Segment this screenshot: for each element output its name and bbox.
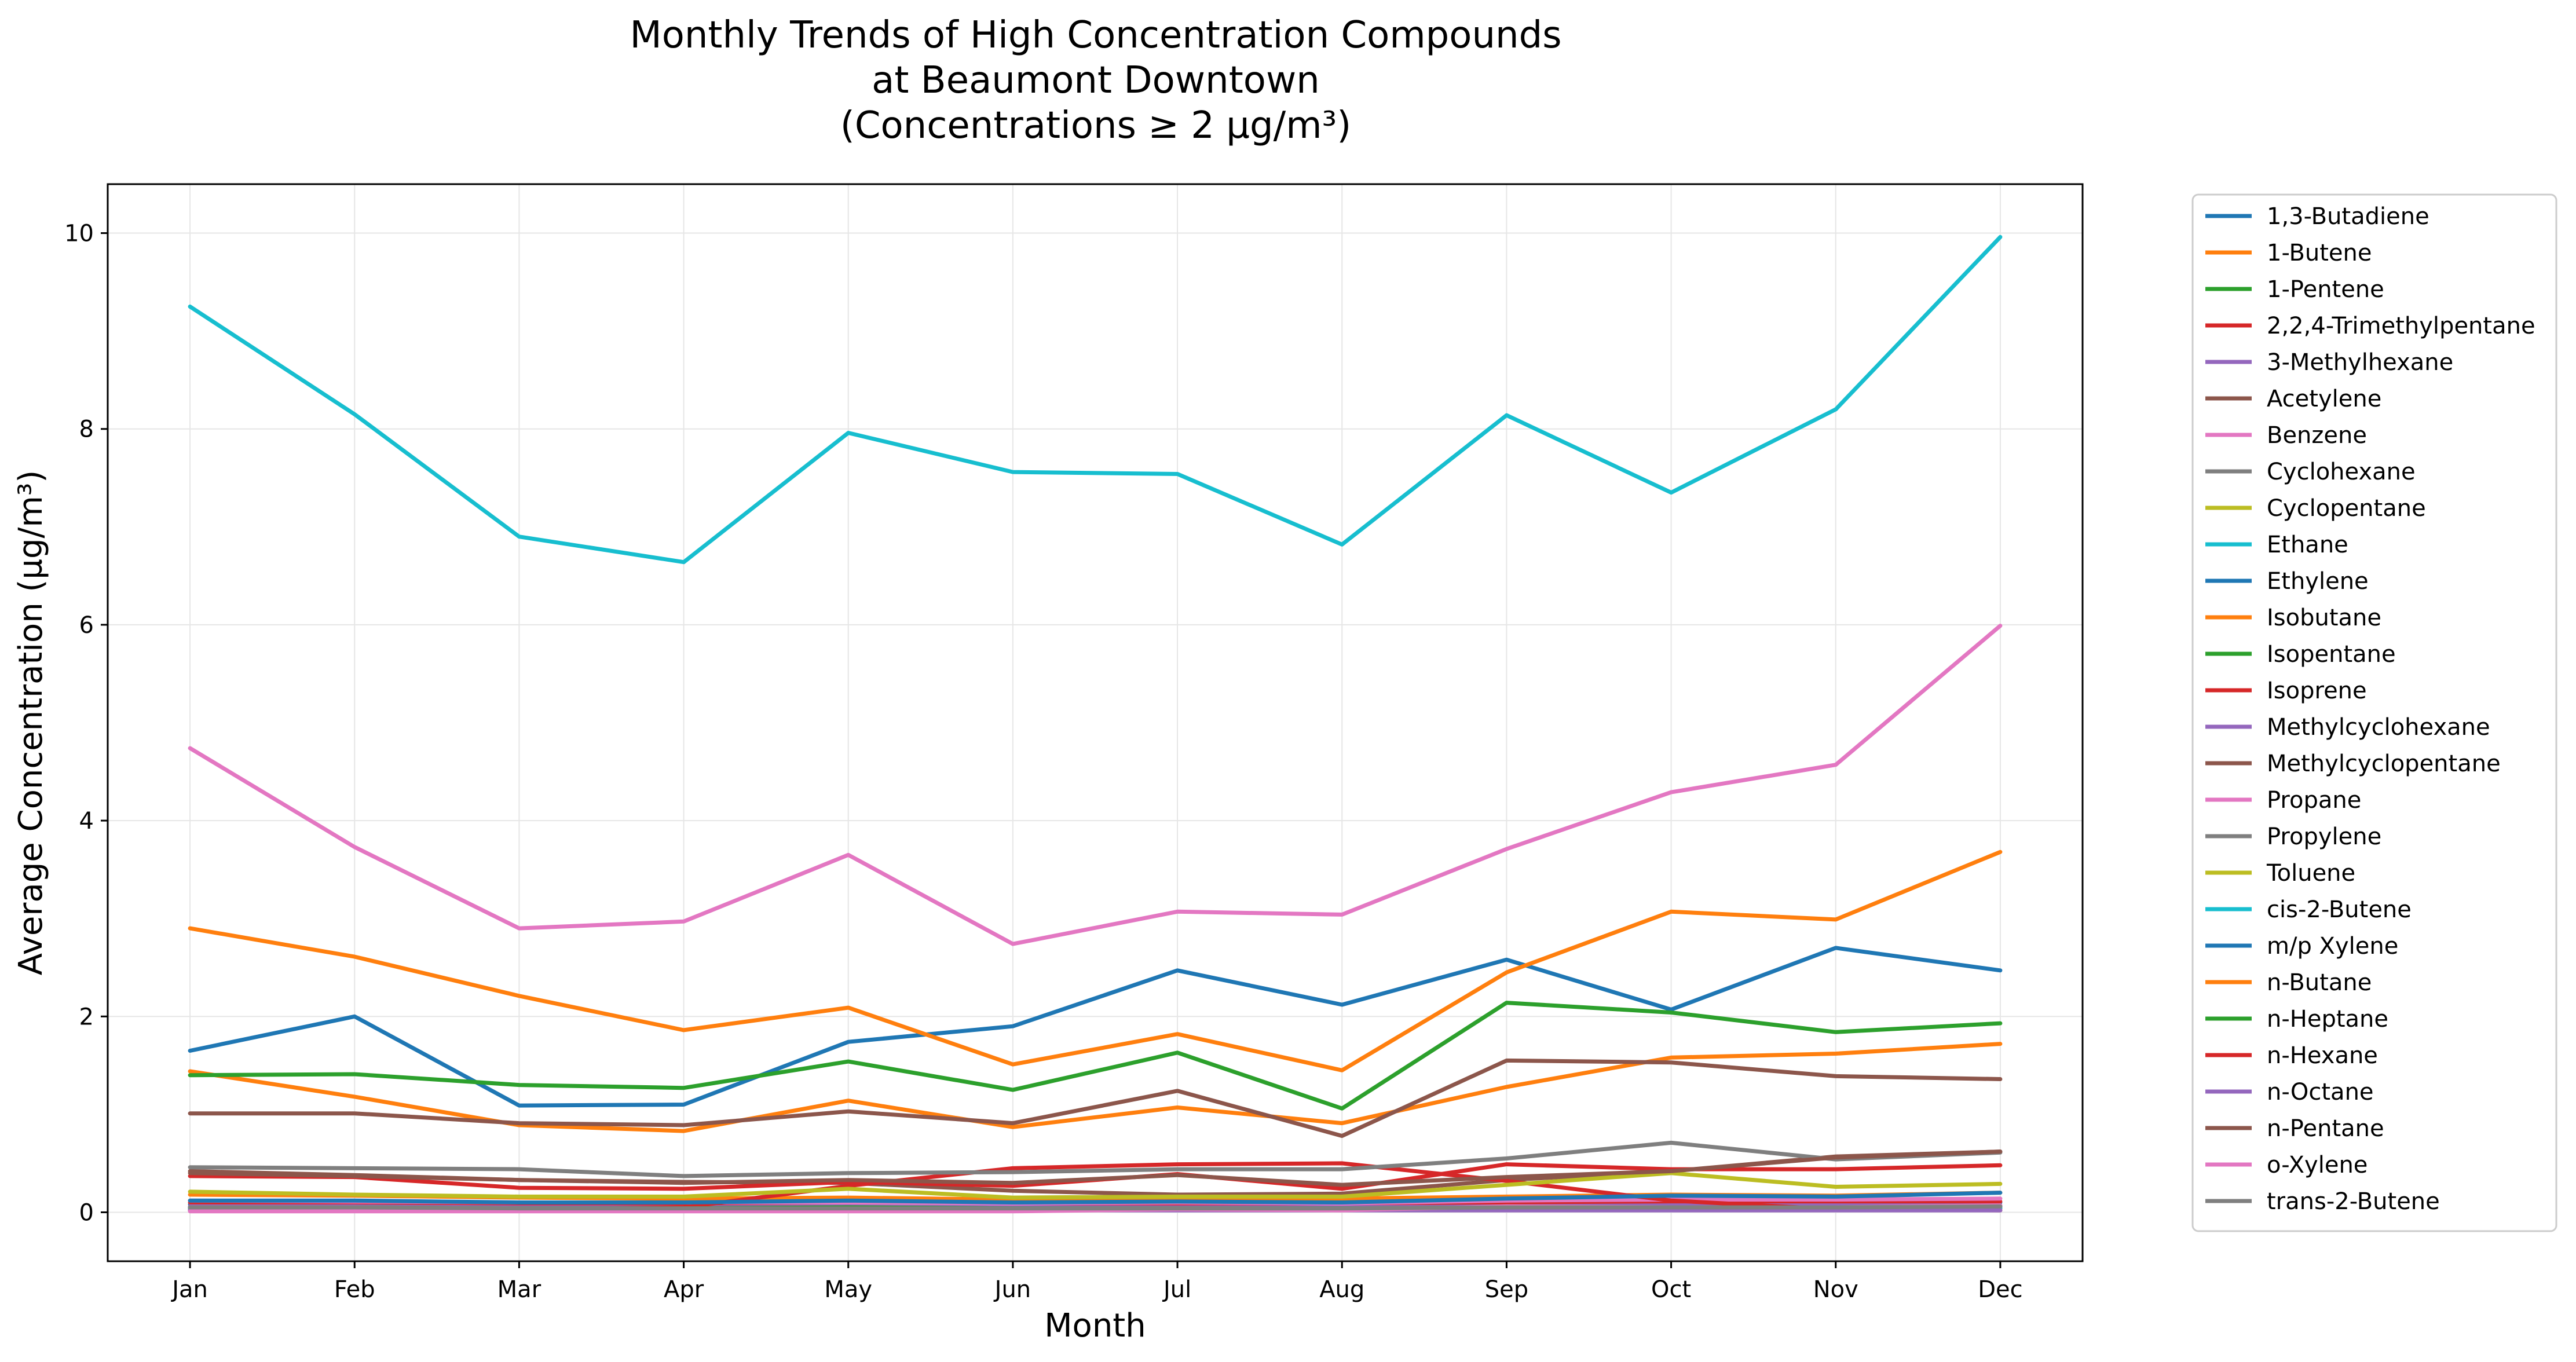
y-tick-label: 2 (79, 1004, 94, 1030)
series-line (188, 1191, 2003, 1204)
x-tick-label: Apr (664, 1276, 704, 1303)
legend-entry: Acetylene (2267, 386, 2381, 412)
legend-entry: Benzene (2267, 422, 2367, 449)
legend-entry: Cyclopentane (2267, 495, 2426, 522)
y-tick-label: 6 (79, 612, 94, 639)
legend: 1,3-Butadiene 1-Butene 1-Pentene 2,2,4-Trim… (2191, 193, 2557, 1232)
series-line (188, 1140, 2003, 1178)
legend-box (2191, 193, 2557, 1232)
lines-layer (188, 235, 2003, 1214)
series-line (188, 235, 2003, 565)
x-tick-label: Nov (1813, 1276, 1858, 1303)
chart-title-line: at Beaumont Downtown (872, 59, 1320, 102)
legend-entry: trans-2-Butene (2267, 1188, 2440, 1215)
legend-entry: Methylcyclopentane (2267, 750, 2501, 777)
series-line (188, 850, 2003, 1072)
series-line (188, 624, 2003, 946)
legend-entry: Ethane (2267, 532, 2348, 558)
y-axis: 0 2 4 6 8 10 (64, 221, 108, 1226)
x-tick-label: Oct (1651, 1276, 1691, 1303)
plot-frame (107, 183, 2084, 1262)
x-axis: Jan Feb Mar Apr May Jun Jul Aug Sep Oct Nov Dec (170, 1261, 2023, 1303)
legend-entry: 1-Pentene (2267, 276, 2384, 303)
legend-entry: 3-Methylhexane (2267, 349, 2453, 376)
legend-entry: Toluene (2266, 860, 2355, 887)
legend-entry: Cyclohexane (2267, 459, 2416, 485)
legend-entry: n-Heptane (2267, 1006, 2388, 1033)
legend-entry: 1,3-Butadiene (2267, 203, 2429, 230)
series-line (188, 1149, 2003, 1187)
y-tick-label: 4 (79, 808, 94, 834)
legend-entry: 2,2,4-Trimethylpentane (2267, 313, 2535, 339)
y-tick-label: 0 (79, 1199, 94, 1226)
legend-entry: n-Pentane (2267, 1115, 2384, 1142)
series-line (188, 1001, 2003, 1111)
series-line (188, 1171, 2003, 1200)
series-line (188, 946, 2003, 1108)
x-tick-label: Sep (1485, 1276, 1528, 1303)
x-tick-label: May (824, 1276, 872, 1303)
chart-title-line: (Concentrations ≥ 2 µg/m³) (840, 104, 1351, 147)
y-tick-label: 8 (79, 416, 94, 443)
x-tick-label: Jul (1162, 1276, 1191, 1303)
series-line (188, 1058, 2003, 1138)
legend-entry: Methylcyclohexane (2267, 714, 2490, 741)
legend-entry: Isobutane (2267, 605, 2381, 631)
y-tick-label: 10 (64, 221, 94, 247)
x-tick-label: Feb (334, 1276, 375, 1303)
legend-entry: cis-2-Butene (2267, 896, 2412, 923)
legend-entry: Propane (2267, 787, 2361, 814)
x-tick-label: Dec (1978, 1276, 2022, 1303)
legend-entry: Isoprene (2267, 678, 2367, 704)
legend-entry: 1-Butene (2267, 240, 2372, 266)
legend-entry: n-Hexane (2267, 1042, 2378, 1069)
y-axis-label: Average Concentration (µg/m³) (12, 470, 50, 975)
series-line (188, 1204, 2003, 1211)
x-tick-label: Aug (1319, 1276, 1364, 1303)
legend-entry: m/p Xylene (2267, 933, 2398, 960)
chart-title: Monthly Trends of High Concentration Com… (630, 14, 1561, 147)
legend-entry: Ethylene (2267, 568, 2369, 595)
legend-entry: n-Octane (2267, 1079, 2374, 1105)
legend-entry: Isopentane (2267, 641, 2396, 668)
chart-title-line: Monthly Trends of High Concentration Com… (630, 14, 1561, 57)
legend-entry: Propylene (2267, 823, 2381, 850)
x-tick-label: Mar (497, 1276, 541, 1303)
x-tick-label: Jun (993, 1276, 1031, 1303)
x-tick-label: Jan (170, 1276, 208, 1303)
legend-entry: o-Xylene (2267, 1152, 2368, 1178)
x-axis-label: Month (1044, 1307, 1146, 1345)
legend-entry: n-Butane (2267, 969, 2372, 996)
